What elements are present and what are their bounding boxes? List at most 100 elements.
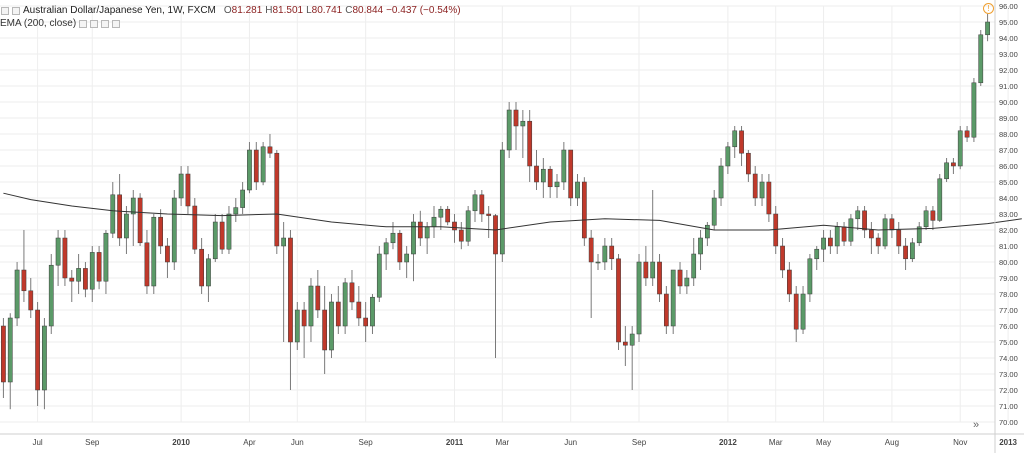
candle	[165, 238, 170, 278]
candle	[882, 214, 888, 250]
candle	[281, 222, 286, 342]
x-tick-label: Sep	[85, 438, 100, 447]
candle	[349, 270, 355, 310]
y-tick-label: 93.00	[999, 50, 1018, 59]
candle-body	[137, 197, 143, 244]
candle	[800, 286, 806, 334]
candle	[1, 318, 6, 398]
candle-body	[595, 261, 601, 264]
candle	[609, 238, 615, 270]
y-tick-label: 80.00	[999, 258, 1018, 267]
ema-layer	[3, 192, 1022, 231]
candle-body	[376, 253, 382, 298]
candle-body	[657, 261, 662, 295]
candle	[144, 230, 150, 294]
candle	[363, 302, 369, 342]
indicator-more-icon[interactable]	[112, 20, 121, 28]
candle-body	[329, 301, 334, 351]
candle	[506, 102, 512, 158]
candle	[759, 174, 765, 206]
candle	[96, 246, 102, 290]
candle-body	[910, 242, 915, 260]
candle	[752, 166, 758, 206]
y-tick-label: 88.00	[999, 130, 1018, 139]
candle-body	[875, 237, 881, 247]
candle-body	[513, 109, 519, 127]
candle-body	[848, 218, 854, 242]
candle-body	[821, 237, 826, 250]
indicator-visibility-icon[interactable]	[79, 20, 88, 28]
candle-body	[780, 245, 785, 271]
candle	[103, 230, 109, 294]
candle	[110, 182, 116, 238]
y-tick-label: 79.00	[999, 274, 1018, 283]
alert-icon[interactable]: !	[983, 3, 994, 14]
candle-body	[370, 296, 375, 327]
candle-body	[363, 317, 369, 327]
candle-body	[616, 258, 621, 343]
candle-body	[554, 181, 560, 188]
candle-body	[691, 253, 697, 279]
candle	[971, 78, 977, 142]
candle	[376, 246, 382, 302]
candle-body	[684, 277, 690, 287]
candle	[42, 318, 47, 410]
candle-body	[622, 341, 628, 346]
candle	[875, 233, 881, 254]
chart-legend: Australian Dollar/Japanese Yen, 1W, FXCM…	[0, 4, 464, 18]
candle	[247, 142, 252, 194]
candle-body	[83, 268, 88, 290]
candle-body	[964, 130, 970, 138]
candle	[725, 142, 731, 174]
candle	[554, 174, 560, 198]
candle	[479, 190, 485, 222]
scroll-to-latest-button[interactable]: »	[972, 419, 980, 431]
candle	[978, 30, 984, 86]
candle	[718, 158, 724, 206]
candle	[547, 166, 553, 198]
candle-body	[171, 197, 177, 263]
candle-body	[575, 181, 580, 199]
collapse-toggle-icon[interactable]	[1, 7, 9, 15]
candle-body	[540, 168, 546, 183]
candle	[445, 206, 451, 226]
candle	[527, 110, 533, 182]
y-tick-label: 89.00	[999, 114, 1018, 123]
candle	[7, 313, 13, 410]
symbol-toggle-icon[interactable]	[12, 7, 20, 15]
candle-body	[21, 269, 27, 292]
candle-body	[1, 325, 6, 383]
candle	[411, 214, 416, 282]
candle-body	[629, 333, 635, 346]
y-tick-label: 84.00	[999, 194, 1018, 203]
candle-body	[14, 269, 20, 319]
candle	[55, 230, 61, 286]
candle	[417, 210, 423, 246]
candle	[69, 270, 75, 302]
candle-body	[89, 252, 95, 290]
candle	[465, 206, 471, 246]
candle	[575, 174, 580, 206]
candle	[814, 246, 820, 270]
candle-body	[957, 130, 963, 167]
indicator-settings-icon[interactable]	[90, 20, 99, 28]
candle-body	[746, 152, 751, 175]
candle-body	[42, 325, 47, 391]
candle	[486, 206, 492, 238]
candle-body	[862, 210, 867, 231]
candle-body	[869, 229, 874, 239]
candle-body	[404, 253, 410, 263]
candle	[513, 102, 519, 150]
candle	[260, 142, 266, 186]
candle	[595, 254, 601, 270]
candle-body	[35, 309, 40, 391]
candle-body	[335, 301, 341, 327]
candle	[581, 177, 587, 246]
y-tick-label: 87.00	[999, 146, 1018, 155]
candle-body	[486, 213, 492, 216]
candle-body	[458, 229, 464, 242]
candle-body	[465, 210, 471, 242]
indicator-remove-icon[interactable]	[101, 20, 110, 28]
